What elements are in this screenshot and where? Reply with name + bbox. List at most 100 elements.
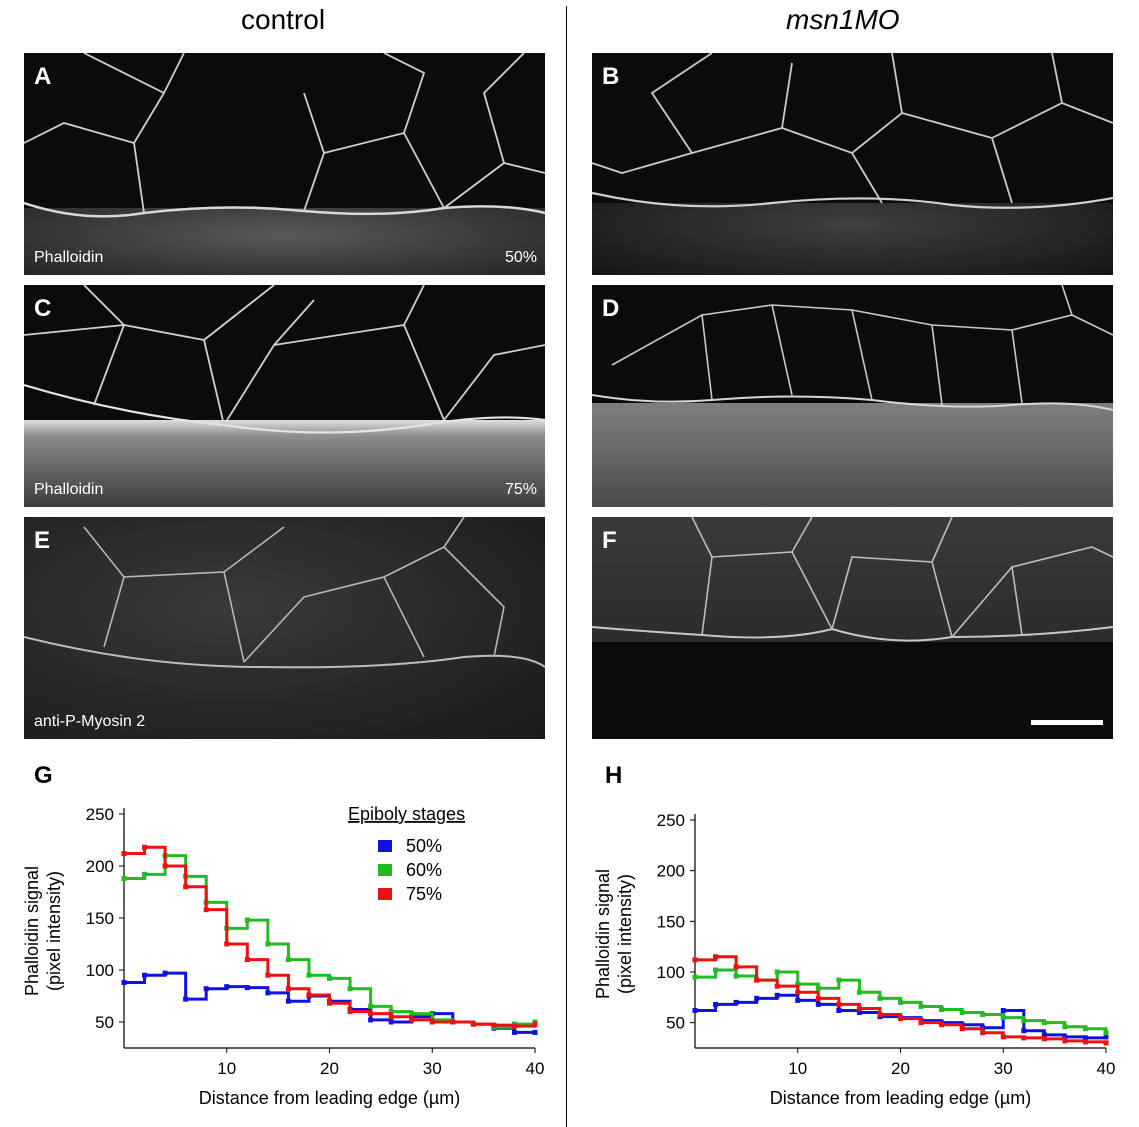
y-axis-label-line1: Phalloidin signal bbox=[22, 866, 42, 996]
y-tick-label: 50 bbox=[95, 1013, 114, 1032]
cell-outlines bbox=[592, 285, 1113, 411]
legend-swatch bbox=[378, 840, 392, 852]
data-point bbox=[1103, 1040, 1109, 1046]
data-point bbox=[347, 1009, 353, 1015]
data-point bbox=[224, 941, 230, 947]
stage-label: 75% bbox=[504, 481, 537, 498]
y-tick-label: 100 bbox=[86, 961, 114, 980]
data-point bbox=[733, 999, 739, 1005]
data-point bbox=[1082, 1035, 1088, 1041]
data-point bbox=[1103, 1030, 1109, 1036]
panel-letter: B bbox=[602, 63, 620, 90]
data-point bbox=[754, 977, 760, 983]
data-point bbox=[244, 957, 250, 963]
stain-label: Phalloidin bbox=[34, 249, 104, 266]
data-point bbox=[306, 992, 312, 998]
y-axis-label-line2: (pixel intensity) bbox=[615, 874, 635, 994]
data-point bbox=[754, 995, 760, 1001]
x-tick-label: 40 bbox=[1097, 1059, 1116, 1078]
micrograph-panel-c: C Phalloidin 75% bbox=[24, 285, 545, 507]
data-point bbox=[203, 907, 209, 913]
data-point bbox=[142, 972, 148, 978]
data-point bbox=[959, 1010, 965, 1016]
x-tick-label: 10 bbox=[788, 1059, 807, 1078]
data-point bbox=[980, 1012, 986, 1018]
data-point bbox=[713, 954, 719, 960]
data-point bbox=[815, 985, 821, 991]
legend-label: 75% bbox=[406, 884, 442, 904]
data-point bbox=[409, 1011, 415, 1017]
legend-swatch bbox=[378, 864, 392, 876]
data-point bbox=[1082, 1039, 1088, 1045]
cell-layer bbox=[592, 517, 1113, 642]
data-point bbox=[898, 999, 903, 1005]
data-point bbox=[162, 970, 168, 976]
yolk-layer bbox=[24, 420, 545, 507]
y-tick-label: 200 bbox=[657, 862, 685, 881]
data-point bbox=[836, 1001, 842, 1007]
panel-letter: E bbox=[34, 527, 51, 554]
data-point bbox=[121, 979, 127, 985]
y-tick-label: 150 bbox=[86, 909, 114, 928]
data-point bbox=[265, 990, 271, 996]
data-point bbox=[856, 989, 862, 995]
data-point bbox=[1062, 1038, 1068, 1044]
data-point bbox=[327, 975, 332, 981]
data-point bbox=[713, 1001, 719, 1007]
data-point bbox=[877, 995, 883, 1001]
micrograph-panel-e: E anti-P-Myosin 2 bbox=[24, 517, 545, 739]
stain-label: Phalloidin bbox=[34, 481, 104, 498]
data-point bbox=[815, 995, 821, 1001]
data-point bbox=[121, 875, 127, 881]
background-texture bbox=[24, 517, 545, 739]
data-point bbox=[142, 871, 148, 877]
micrograph-panel-a: A Phalloidin 50% bbox=[24, 53, 545, 275]
chart-h: 50 100 150 200 250 10 20 30 40 Distance from lead… bbox=[593, 811, 1116, 1108]
data-point bbox=[388, 1019, 394, 1025]
column-title-control: control bbox=[241, 4, 326, 35]
data-point bbox=[450, 1019, 456, 1025]
data-point bbox=[939, 1006, 945, 1012]
data-point bbox=[121, 851, 127, 857]
data-point bbox=[692, 974, 698, 980]
legend-swatch bbox=[378, 888, 392, 900]
data-point bbox=[774, 983, 780, 989]
data-point bbox=[285, 998, 291, 1004]
data-point bbox=[491, 1022, 497, 1028]
data-point bbox=[795, 981, 801, 987]
data-point bbox=[959, 1026, 965, 1032]
data-point bbox=[733, 973, 739, 979]
data-point bbox=[1103, 1034, 1109, 1040]
x-tick-label: 20 bbox=[891, 1059, 910, 1078]
data-point bbox=[1041, 1032, 1047, 1038]
data-point bbox=[265, 972, 271, 978]
data-point bbox=[388, 1014, 394, 1020]
data-point bbox=[856, 1010, 862, 1016]
yolk-layer bbox=[24, 208, 545, 275]
x-tick-label: 10 bbox=[217, 1059, 236, 1078]
data-point bbox=[327, 1000, 332, 1006]
y-tick-label: 150 bbox=[657, 912, 685, 931]
data-point bbox=[774, 992, 780, 998]
data-point bbox=[692, 957, 698, 963]
y-axis-label-line1: Phalloidin signal bbox=[593, 869, 613, 999]
data-point bbox=[1041, 1036, 1047, 1042]
data-point bbox=[877, 1012, 883, 1018]
column-title-msn1mo: msn1MO bbox=[786, 4, 900, 35]
data-point bbox=[1000, 1015, 1006, 1021]
data-point bbox=[183, 884, 189, 890]
data-point bbox=[898, 1016, 903, 1022]
data-point bbox=[306, 972, 312, 978]
x-tick-label: 30 bbox=[994, 1059, 1013, 1078]
data-point bbox=[713, 967, 719, 973]
data-point bbox=[203, 986, 209, 992]
data-point bbox=[1021, 1035, 1027, 1041]
data-point bbox=[980, 1030, 986, 1036]
x-tick-label: 40 bbox=[526, 1059, 545, 1078]
data-point bbox=[347, 986, 353, 992]
panel-letter: C bbox=[34, 295, 52, 322]
data-point bbox=[224, 984, 230, 990]
data-point bbox=[244, 917, 250, 923]
data-point bbox=[1000, 1034, 1006, 1040]
y-axis-label-line2: (pixel intensity) bbox=[44, 871, 64, 991]
